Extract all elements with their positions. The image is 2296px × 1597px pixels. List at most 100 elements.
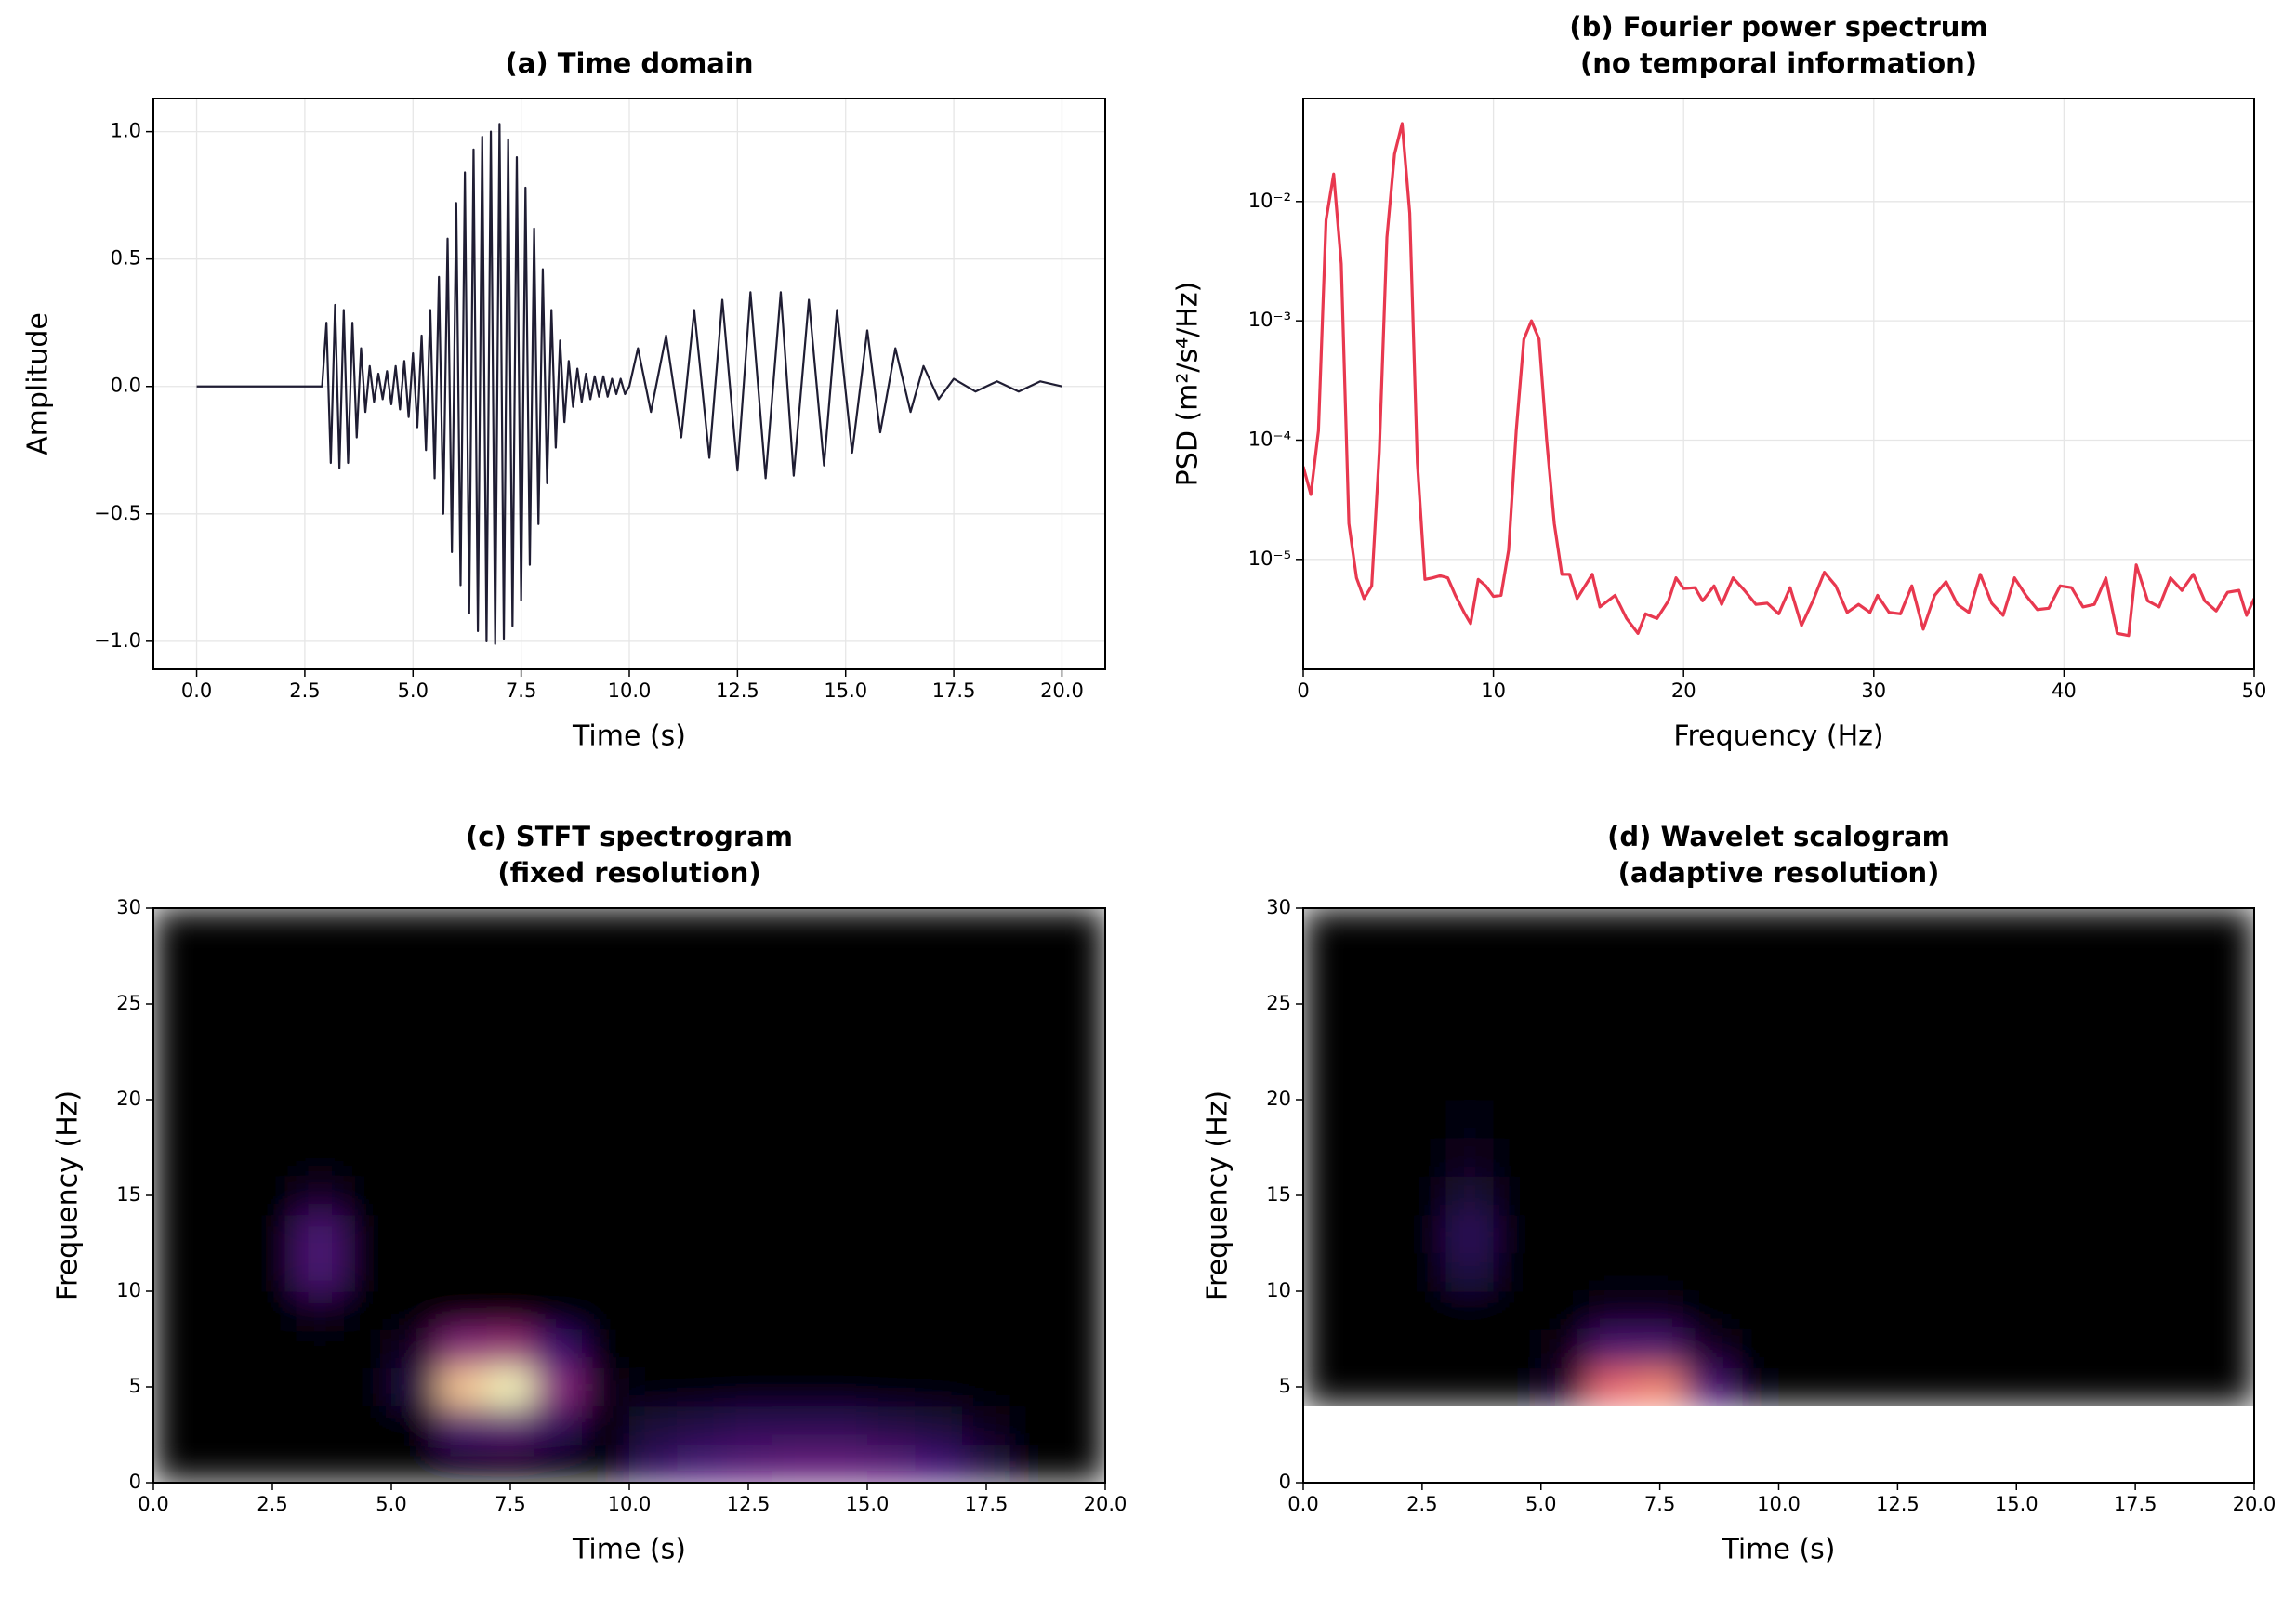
heatmap-cell [248,1444,297,1483]
heatmap-cell [962,1061,1011,1101]
heatmap-cell [1009,984,1059,1024]
heatmap-cell [962,1214,1011,1254]
heatmap-cell [534,1100,583,1139]
heatmap-cell [1303,1291,1352,1330]
heatmap-cell [2206,1138,2254,1177]
heatmap-cell [2016,1176,2065,1216]
heatmap-cell [772,1291,821,1330]
heatmap-cell [1398,1214,1447,1254]
heatmap-cell [439,946,487,985]
heatmap-cell [1873,1367,1922,1406]
heatmap-cell [2206,1367,2254,1406]
heatmap-cell [962,1367,1011,1407]
heatmap-cell [296,984,345,1024]
heatmap-cell [2016,1252,2065,1292]
heatmap-cell [534,908,583,947]
heatmap-cell [867,946,916,985]
heatmap-cell [2064,1061,2113,1101]
heatmap-cell [201,1406,249,1445]
heatmap-cell [1920,1367,1970,1406]
heatmap-cell [534,984,583,1024]
x-tick-label: 40 [2052,680,2077,702]
x-axis-label: Frequency (Hz) [1673,720,1883,753]
heatmap-cell [486,1023,535,1062]
heatmap-cell [629,984,678,1024]
heatmap-cell [1398,1291,1447,1330]
heatmap-cell [391,1444,440,1483]
heatmap-cell [248,1138,297,1177]
heatmap-cell [296,1138,345,1177]
heatmap-cell [248,1214,297,1254]
heatmap-cell [296,1367,345,1407]
heatmap-cell [915,984,963,1024]
heatmap-cell [1445,1100,1495,1139]
heatmap-cell [772,1444,821,1483]
x-tick-label: 0 [1297,680,1309,702]
x-tick-label: 20 [1671,680,1696,702]
heatmap-cell [2064,1176,2113,1216]
heatmap-cell [1920,1138,1970,1177]
heatmap-cell [1778,1176,1828,1216]
heatmap-cell [867,1444,916,1483]
heatmap-cell [343,1061,392,1101]
heatmap-cell [772,946,821,985]
heatmap-cell [819,1406,868,1445]
heatmap-cell [1826,1138,1875,1177]
heatmap-cell [1683,908,1732,947]
heatmap-cell [772,1100,821,1139]
heatmap-cell [2206,1329,2254,1368]
heatmap-cell [391,1061,440,1101]
heatmap-cell [677,908,725,947]
heatmap-cell [1057,1023,1105,1062]
heatmap-cell [1398,984,1447,1024]
y-tick-label: 0.0 [111,375,141,397]
heatmap-cell [1636,1100,1684,1139]
heatmap-cell [391,1406,440,1445]
heatmap-cell [1826,1329,1875,1368]
heatmap-cell [1969,1291,2017,1330]
heatmap-cell [1778,1138,1828,1177]
heatmap-cell [1873,1329,1922,1368]
heatmap-cell [629,1367,678,1407]
heatmap-cell [1873,1214,1922,1254]
heatmap-cell [1351,1023,1399,1062]
heatmap-cell [391,1176,440,1216]
heatmap-cell [1683,1252,1732,1292]
heatmap-cell [343,1329,392,1368]
heatmap-cell [1920,946,1970,985]
heatmap-cell [1351,1061,1399,1101]
heatmap-cell [1969,1214,2017,1254]
heatmap-cell [248,1329,297,1368]
heatmap-cell [677,1100,725,1139]
heatmap-cell [486,1138,535,1177]
heatmap-cell [1398,1138,1447,1177]
heatmap-cell [1920,1291,1970,1330]
heatmap-cell [724,908,773,947]
heatmap-cell [1920,1176,1970,1216]
heatmap-cell [2158,946,2208,985]
heatmap-cell [1826,1214,1875,1254]
heatmap-cell [1398,908,1447,947]
heatmap-cell [534,1214,583,1254]
heatmap-cell [1351,1214,1399,1254]
heatmap-cell [2064,1367,2113,1406]
heatmap-cell [581,1367,630,1407]
heatmap-cell [1588,1252,1637,1292]
heatmap-cell [581,908,630,947]
heatmap-cell [1351,946,1399,985]
heatmap-cell [1873,1061,1922,1101]
heatmap-cell [2016,1291,2065,1330]
heatmap-cell [534,1444,583,1483]
heatmap-cell [2111,1291,2160,1330]
heatmap-cell [486,1061,535,1101]
heatmap-cell [1398,946,1447,985]
heatmap-cell [962,946,1011,985]
x-tick-label: 0.0 [1287,1493,1318,1515]
heatmap-cell [2206,1023,2254,1062]
heatmap-cell [915,1100,963,1139]
heatmap-blur [153,908,1105,1483]
heatmap-cell [1540,1100,1590,1139]
heatmap-cell [629,946,678,985]
y-tick-label: 10⁻³ [1248,309,1291,331]
